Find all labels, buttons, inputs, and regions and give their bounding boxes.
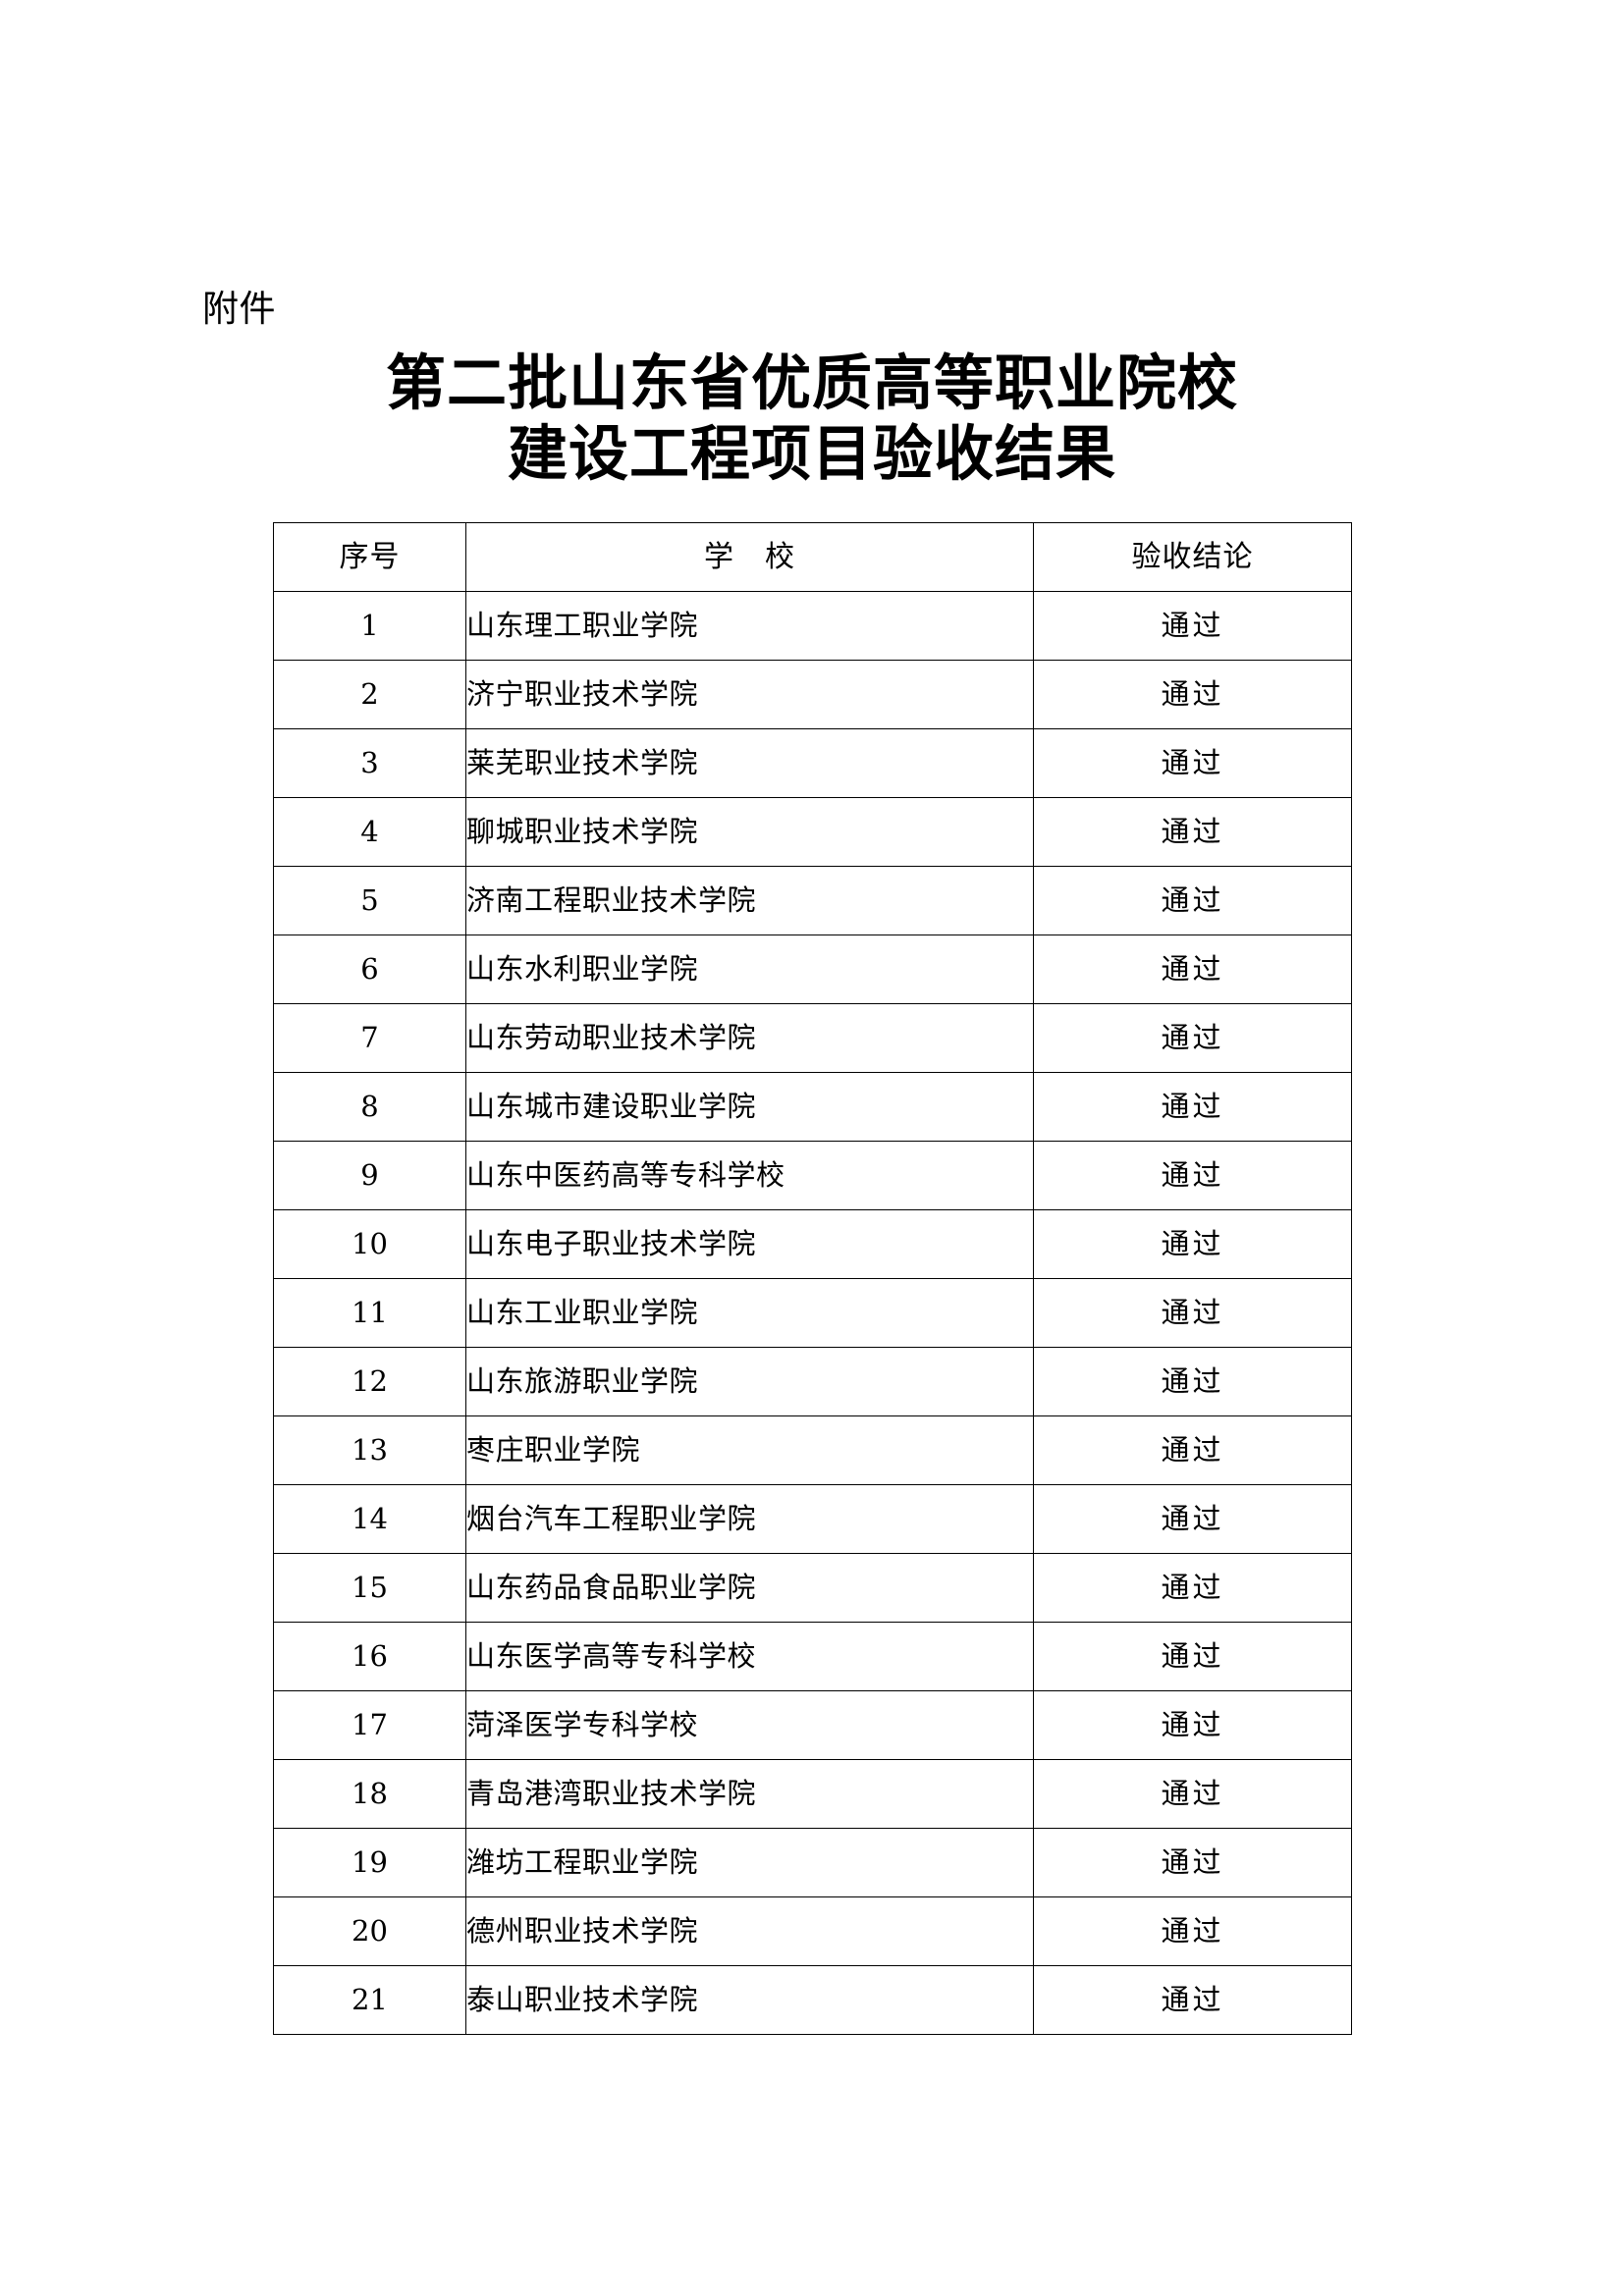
table-row: 6 山东水利职业学院 通过	[273, 934, 1352, 1004]
column-header-school: 学 校	[465, 522, 1034, 592]
cell-school-name: 泰山职业技术学院	[465, 1965, 1034, 2035]
cell-conclusion: 通过	[1033, 797, 1352, 867]
cell-index: 21	[273, 1965, 466, 2035]
cell-index: 2	[273, 660, 466, 729]
cell-conclusion: 通过	[1033, 1828, 1352, 1897]
cell-index: 20	[273, 1896, 466, 1966]
cell-conclusion: 通过	[1033, 1484, 1352, 1554]
cell-school-name: 聊城职业技术学院	[465, 797, 1034, 867]
table-row: 7 山东劳动职业技术学院 通过	[273, 1003, 1352, 1073]
cell-index: 1	[273, 591, 466, 661]
cell-conclusion: 通过	[1033, 1278, 1352, 1348]
cell-conclusion: 通过	[1033, 1141, 1352, 1210]
cell-conclusion: 通过	[1033, 1072, 1352, 1142]
column-header-index: 序号	[273, 522, 466, 592]
table-body: 1 山东理工职业学院 通过 2 济宁职业技术学院 通过 3 莱芜职业技术学院 通过 4 聊城职业技术…	[273, 591, 1352, 2035]
page-title-line-2: 建设工程项目验收结果	[507, 418, 1116, 489]
table-row: 3 莱芜职业技术学院 通过	[273, 728, 1352, 798]
cell-school-name: 菏泽医学专科学校	[465, 1690, 1034, 1760]
table-row: 9 山东中医药高等专科学校 通过	[273, 1141, 1352, 1210]
cell-school-name: 山东医学高等专科学校	[465, 1622, 1034, 1691]
cell-index: 18	[273, 1759, 466, 1829]
table-row: 20 德州职业技术学院 通过	[273, 1896, 1352, 1966]
cell-conclusion: 通过	[1033, 866, 1352, 935]
cell-conclusion: 通过	[1033, 1209, 1352, 1279]
cell-index: 14	[273, 1484, 466, 1554]
cell-conclusion: 通过	[1033, 728, 1352, 798]
cell-school-name: 山东劳动职业技术学院	[465, 1003, 1034, 1073]
cell-school-name: 山东理工职业学院	[465, 591, 1034, 661]
cell-school-name: 德州职业技术学院	[465, 1896, 1034, 1966]
cell-school-name: 青岛港湾职业技术学院	[465, 1759, 1034, 1829]
cell-index: 6	[273, 934, 466, 1004]
results-table: 序号 学 校 验收结论 1 山东理工职业学院 通过 2 济宁职业技术学院 通过 3 莱芜职业技…	[273, 522, 1352, 2035]
results-table-container: 序号 学 校 验收结论 1 山东理工职业学院 通过 2 济宁职业技术学院 通过 3 莱芜职业技…	[273, 522, 1352, 2035]
table-header: 序号 学 校 验收结论	[273, 522, 1352, 592]
table-row: 8 山东城市建设职业学院 通过	[273, 1072, 1352, 1142]
cell-school-name: 枣庄职业学院	[465, 1415, 1034, 1485]
table-row: 16 山东医学高等专科学校 通过	[273, 1622, 1352, 1691]
cell-conclusion: 通过	[1033, 660, 1352, 729]
table-row: 18 青岛港湾职业技术学院 通过	[273, 1759, 1352, 1829]
cell-conclusion: 通过	[1033, 1690, 1352, 1760]
cell-school-name: 山东旅游职业学院	[465, 1347, 1034, 1416]
table-row: 4 聊城职业技术学院 通过	[273, 797, 1352, 867]
cell-index: 7	[273, 1003, 466, 1073]
cell-conclusion: 通过	[1033, 1622, 1352, 1691]
cell-index: 15	[273, 1553, 466, 1623]
cell-conclusion: 通过	[1033, 1553, 1352, 1623]
table-row: 15 山东药品食品职业学院 通过	[273, 1553, 1352, 1623]
cell-index: 4	[273, 797, 466, 867]
cell-index: 19	[273, 1828, 466, 1897]
table-row: 10 山东电子职业技术学院 通过	[273, 1209, 1352, 1279]
cell-index: 17	[273, 1690, 466, 1760]
cell-conclusion: 通过	[1033, 1759, 1352, 1829]
cell-school-name: 莱芜职业技术学院	[465, 728, 1034, 798]
page-title-line-1: 第二批山东省优质高等职业院校	[385, 348, 1238, 418]
attachment-label: 附件	[202, 288, 276, 330]
cell-school-name: 山东中医药高等专科学校	[465, 1141, 1034, 1210]
table-row: 11 山东工业职业学院 通过	[273, 1278, 1352, 1348]
cell-conclusion: 通过	[1033, 1415, 1352, 1485]
table-header-row: 序号 学 校 验收结论	[273, 522, 1352, 592]
table-row: 21 泰山职业技术学院 通过	[273, 1965, 1352, 2035]
cell-school-name: 山东水利职业学院	[465, 934, 1034, 1004]
cell-school-name: 济宁职业技术学院	[465, 660, 1034, 729]
cell-index: 11	[273, 1278, 466, 1348]
table-row: 13 枣庄职业学院 通过	[273, 1415, 1352, 1485]
cell-index: 5	[273, 866, 466, 935]
cell-index: 16	[273, 1622, 466, 1691]
table-row: 17 菏泽医学专科学校 通过	[273, 1690, 1352, 1760]
cell-index: 3	[273, 728, 466, 798]
cell-school-name: 潍坊工程职业学院	[465, 1828, 1034, 1897]
table-row: 14 烟台汽车工程职业学院 通过	[273, 1484, 1352, 1554]
cell-school-name: 山东电子职业技术学院	[465, 1209, 1034, 1279]
column-header-conclusion: 验收结论	[1033, 522, 1352, 592]
cell-conclusion: 通过	[1033, 1347, 1352, 1416]
cell-school-name: 山东工业职业学院	[465, 1278, 1034, 1348]
cell-index: 13	[273, 1415, 466, 1485]
cell-conclusion: 通过	[1033, 591, 1352, 661]
table-row: 5 济南工程职业技术学院 通过	[273, 866, 1352, 935]
cell-index: 10	[273, 1209, 466, 1279]
cell-conclusion: 通过	[1033, 1003, 1352, 1073]
cell-school-name: 山东药品食品职业学院	[465, 1553, 1034, 1623]
table-row: 12 山东旅游职业学院 通过	[273, 1347, 1352, 1416]
cell-index: 8	[273, 1072, 466, 1142]
cell-school-name: 山东城市建设职业学院	[465, 1072, 1034, 1142]
table-row: 1 山东理工职业学院 通过	[273, 591, 1352, 661]
cell-conclusion: 通过	[1033, 934, 1352, 1004]
cell-school-name: 济南工程职业技术学院	[465, 866, 1034, 935]
cell-index: 9	[273, 1141, 466, 1210]
cell-school-name: 烟台汽车工程职业学院	[465, 1484, 1034, 1554]
cell-conclusion: 通过	[1033, 1896, 1352, 1966]
cell-conclusion: 通过	[1033, 1965, 1352, 2035]
cell-index: 12	[273, 1347, 466, 1416]
table-row: 19 潍坊工程职业学院 通过	[273, 1828, 1352, 1897]
page-title: 第二批山东省优质高等职业院校 建设工程项目验收结果	[0, 348, 1624, 490]
table-row: 2 济宁职业技术学院 通过	[273, 660, 1352, 729]
